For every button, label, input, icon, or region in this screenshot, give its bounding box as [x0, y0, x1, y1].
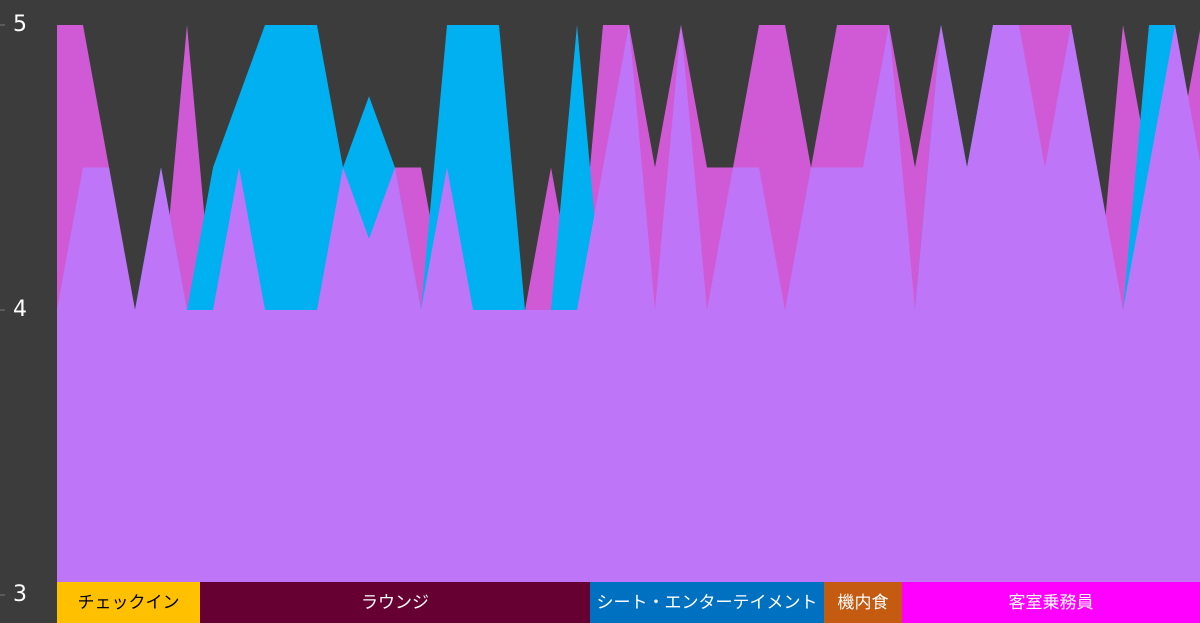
category-band — [590, 582, 824, 623]
category-label: 客室乗務員 — [1009, 593, 1094, 613]
category-label: 機内食 — [838, 593, 889, 613]
category-band — [200, 582, 590, 623]
area — [57, 25, 1200, 595]
y-tick-label: 3 — [13, 582, 27, 607]
y-tick-label: 5 — [13, 12, 27, 37]
category-band — [824, 582, 902, 623]
y-tick-label: 4 — [13, 297, 27, 322]
category-band — [57, 582, 200, 623]
category-label: ラウンジ — [361, 593, 429, 613]
category-label: シート・エンターテイメント — [597, 593, 818, 613]
category-label: チェックイン — [78, 593, 180, 613]
category-band — [902, 582, 1200, 623]
